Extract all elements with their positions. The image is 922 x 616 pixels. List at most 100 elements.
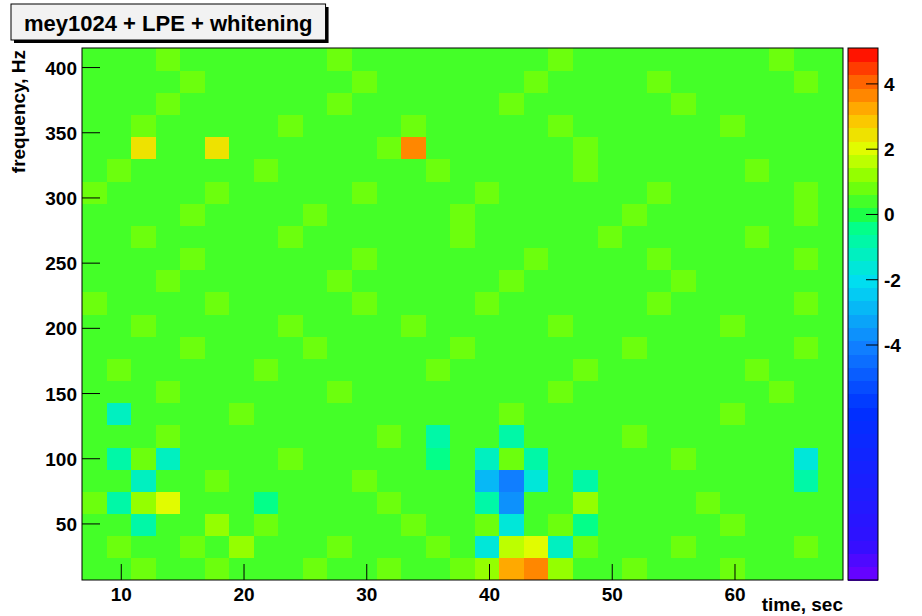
heat-cell: [205, 48, 230, 71]
heat-cell: [622, 137, 647, 160]
heat-cell: [278, 381, 303, 404]
chart: 10203040506050100150200250300350400time,…: [0, 0, 922, 616]
x-axis-title: time, sec: [762, 594, 844, 615]
heat-cell: [769, 469, 794, 492]
heat-cell: [475, 536, 500, 559]
heat-cell: [769, 248, 794, 271]
heat-cell: [205, 469, 230, 492]
heat-cell: [794, 447, 819, 470]
heat-cell: [696, 336, 721, 359]
heat-cell: [229, 270, 254, 293]
heat-cell: [156, 491, 181, 514]
heat-cell: [377, 181, 402, 204]
heat-cell: [647, 270, 672, 293]
color-bar-band: [848, 314, 878, 328]
heat-cell: [278, 491, 303, 514]
heat-cell: [401, 336, 426, 359]
color-bar-band: [848, 48, 878, 62]
heat-cell: [352, 447, 377, 470]
heat-cell: [107, 270, 132, 293]
color-bar-tick-label: 2: [884, 139, 895, 160]
heat-cell: [499, 403, 524, 426]
heat-cell: [229, 425, 254, 448]
heat-cell: [303, 92, 328, 115]
heat-cell: [769, 403, 794, 426]
heat-cell: [696, 48, 721, 71]
heat-cell: [499, 70, 524, 93]
heat-cell: [131, 314, 156, 337]
heat-cell: [499, 425, 524, 448]
heat-cell: [426, 469, 451, 492]
heat-cell: [818, 314, 843, 337]
heat-cell: [598, 137, 623, 160]
heat-cell: [548, 558, 573, 580]
heat-cell: [229, 48, 254, 71]
heat-cell: [377, 558, 402, 580]
heat-cell: [254, 403, 279, 426]
heat-cell: [745, 314, 770, 337]
heat-cell: [377, 137, 402, 160]
heat-cell: [229, 181, 254, 204]
heat-cell: [401, 48, 426, 71]
heat-cell: [769, 115, 794, 138]
heat-cell: [524, 358, 549, 381]
heat-cell: [205, 270, 230, 293]
heat-cell: [180, 48, 205, 71]
heat-cell: [180, 336, 205, 359]
heat-cell: [229, 70, 254, 93]
color-bar-band: [848, 301, 878, 315]
heat-cell: [107, 225, 132, 248]
x-tick: [612, 564, 613, 580]
color-bar-band: [848, 381, 878, 395]
heat-cell: [229, 536, 254, 559]
heat-cell: [278, 314, 303, 337]
heat-cell: [524, 403, 549, 426]
heat-cell: [205, 558, 230, 580]
heat-cell: [205, 292, 230, 315]
heat-cell: [794, 137, 819, 160]
heat-cell: [327, 270, 352, 293]
heat-cell: [377, 403, 402, 426]
heat-cell: [377, 203, 402, 226]
heat-cell: [352, 225, 377, 248]
heat-cell: [401, 181, 426, 204]
heat-cell: [131, 336, 156, 359]
heat-cell: [131, 425, 156, 448]
heat-cell: [131, 92, 156, 115]
heat-cell: [156, 48, 181, 71]
heat-cell: [82, 203, 107, 226]
heat-cell: [818, 92, 843, 115]
heat-cell: [818, 159, 843, 182]
heat-cell: [598, 225, 623, 248]
heat-cell: [548, 203, 573, 226]
heat-cell: [377, 314, 402, 337]
heat-cell: [303, 137, 328, 160]
heat-cell: [254, 381, 279, 404]
heat-cell: [426, 358, 451, 381]
heat-cell: [475, 70, 500, 93]
heat-cell: [794, 314, 819, 337]
heat-cell: [278, 92, 303, 115]
heat-cell: [794, 558, 819, 580]
heat-cell: [794, 225, 819, 248]
heat-cell: [647, 447, 672, 470]
heat-cell: [107, 425, 132, 448]
heat-cell: [794, 292, 819, 315]
heat-cell: [598, 358, 623, 381]
heat-cell: [671, 514, 696, 537]
color-bar-band: [848, 194, 878, 208]
heat-cell: [745, 469, 770, 492]
heat-cell: [107, 203, 132, 226]
heat-cell: [278, 469, 303, 492]
x-tick: [489, 564, 490, 580]
heat-cell: [352, 203, 377, 226]
x-tick-label: 20: [233, 584, 254, 605]
heat-cell: [622, 203, 647, 226]
color-bar-tick-label: -4: [884, 335, 901, 356]
heat-cell: [720, 270, 745, 293]
heat-cell: [548, 336, 573, 359]
heat-cell: [548, 292, 573, 315]
heat-cell: [131, 469, 156, 492]
heat-cell: [573, 491, 598, 514]
heat-cell: [450, 70, 475, 93]
